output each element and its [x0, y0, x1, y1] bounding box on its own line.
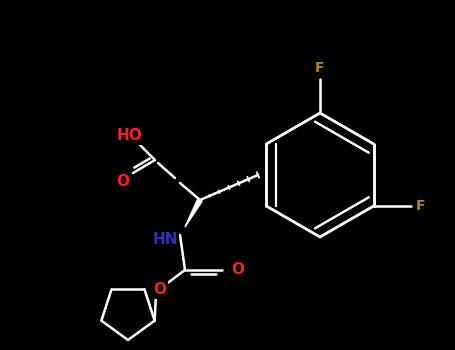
Text: O: O [232, 262, 244, 278]
Text: F: F [315, 61, 325, 75]
Text: F: F [416, 199, 425, 213]
Text: HN: HN [152, 232, 178, 247]
Text: O: O [232, 262, 244, 278]
Text: O: O [153, 282, 167, 298]
Text: O: O [153, 282, 167, 298]
Polygon shape [185, 199, 202, 227]
Text: F: F [416, 199, 425, 213]
Text: HN: HN [152, 232, 178, 247]
Text: HO: HO [116, 128, 142, 143]
Text: O: O [116, 174, 130, 189]
Text: HO: HO [116, 128, 142, 143]
Text: O: O [116, 174, 130, 189]
Text: F: F [315, 61, 325, 75]
